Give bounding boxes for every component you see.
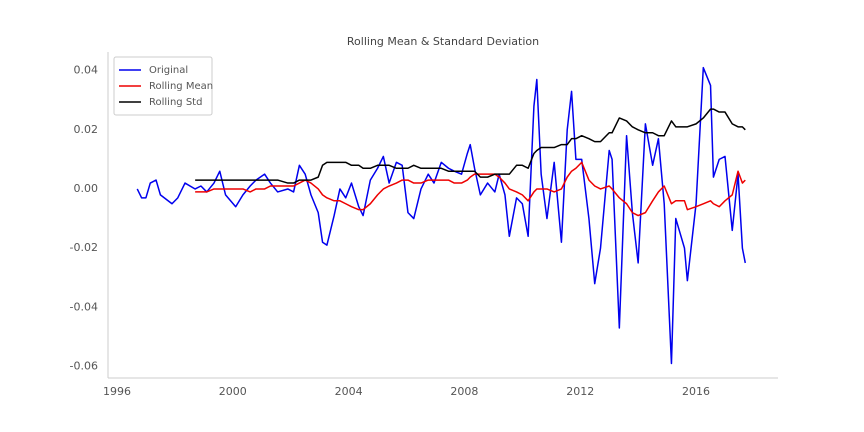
x-tick-label: 2004 bbox=[335, 385, 363, 398]
x-tick-label: 2016 bbox=[682, 385, 710, 398]
series-line bbox=[195, 108, 746, 184]
y-tick-label: -0.02 bbox=[70, 241, 98, 254]
y-tick-label: -0.04 bbox=[70, 300, 98, 313]
legend: Original Rolling Mean Rolling Std bbox=[113, 56, 213, 116]
series-line bbox=[136, 66, 747, 365]
x-tick-label: 1996 bbox=[103, 385, 131, 398]
y-tick-label: -0.06 bbox=[70, 359, 98, 372]
y-tick-label: 0.02 bbox=[74, 123, 99, 136]
chart-title: Rolling Mean & Standard Deviation bbox=[347, 35, 539, 48]
x-tick-label: 2012 bbox=[566, 385, 594, 398]
legend-label: Rolling Std bbox=[149, 97, 202, 108]
legend-label: Rolling Mean bbox=[149, 81, 213, 92]
x-tick-label: 2000 bbox=[219, 385, 247, 398]
y-tick-label: 0.04 bbox=[74, 64, 99, 77]
y-tick-label: 0.00 bbox=[74, 182, 99, 195]
series-line bbox=[195, 161, 746, 217]
legend-label: Original bbox=[149, 65, 188, 76]
legend-box bbox=[113, 56, 213, 116]
x-tick-label: 2008 bbox=[450, 385, 478, 398]
